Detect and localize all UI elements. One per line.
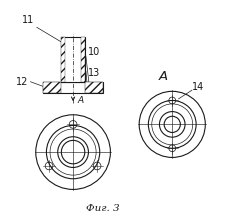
Text: 12: 12 xyxy=(16,77,28,87)
Text: 11: 11 xyxy=(22,15,34,25)
Bar xyxy=(43,82,61,94)
Bar xyxy=(85,82,103,94)
Text: 10: 10 xyxy=(88,47,101,57)
Bar xyxy=(61,37,85,82)
Text: Фиг. 3: Фиг. 3 xyxy=(86,204,120,213)
Bar xyxy=(61,37,65,82)
Text: 14: 14 xyxy=(192,82,204,92)
Text: 13: 13 xyxy=(88,68,101,78)
Bar xyxy=(81,37,85,82)
Text: A: A xyxy=(78,96,84,105)
Bar xyxy=(43,82,103,94)
Text: A: A xyxy=(159,70,168,83)
